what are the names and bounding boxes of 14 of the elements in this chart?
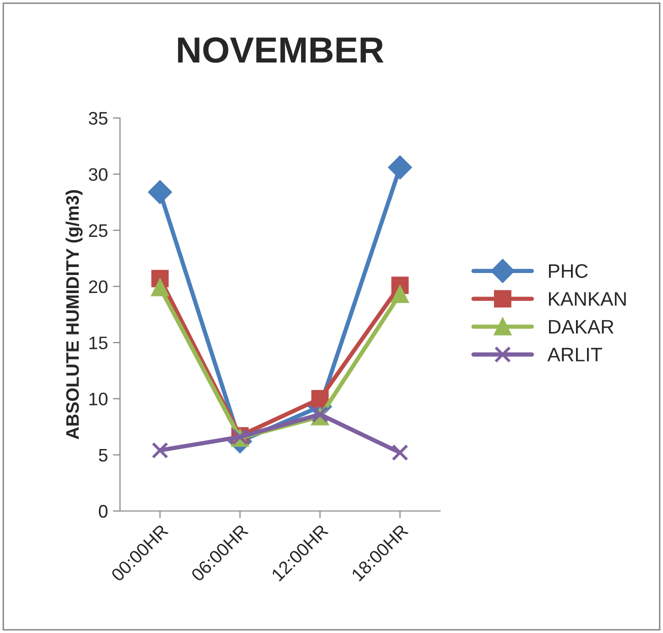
y-tick-label: 35 [88, 112, 108, 125]
y-tick-label: 15 [89, 336, 108, 350]
y-tick-label: 10 [89, 392, 108, 406]
chart-title: NOVEMBER [178, 37, 384, 63]
legend-label: DAKAR [548, 320, 614, 334]
legend-label: KANKAN [548, 292, 626, 306]
legend-label: PHC [548, 264, 588, 278]
y-tick-label: 5 [98, 448, 108, 462]
y-tick-label: 0 [98, 504, 108, 518]
y-tick-label: 25 [89, 224, 108, 238]
y-tick-label: 30 [88, 168, 108, 181]
y-axis-title: ABSOLUTE HUMIDITY (g/m3) [66, 190, 83, 440]
legend-label: ARLIT [547, 348, 602, 362]
y-tick-label: 20 [89, 280, 108, 294]
